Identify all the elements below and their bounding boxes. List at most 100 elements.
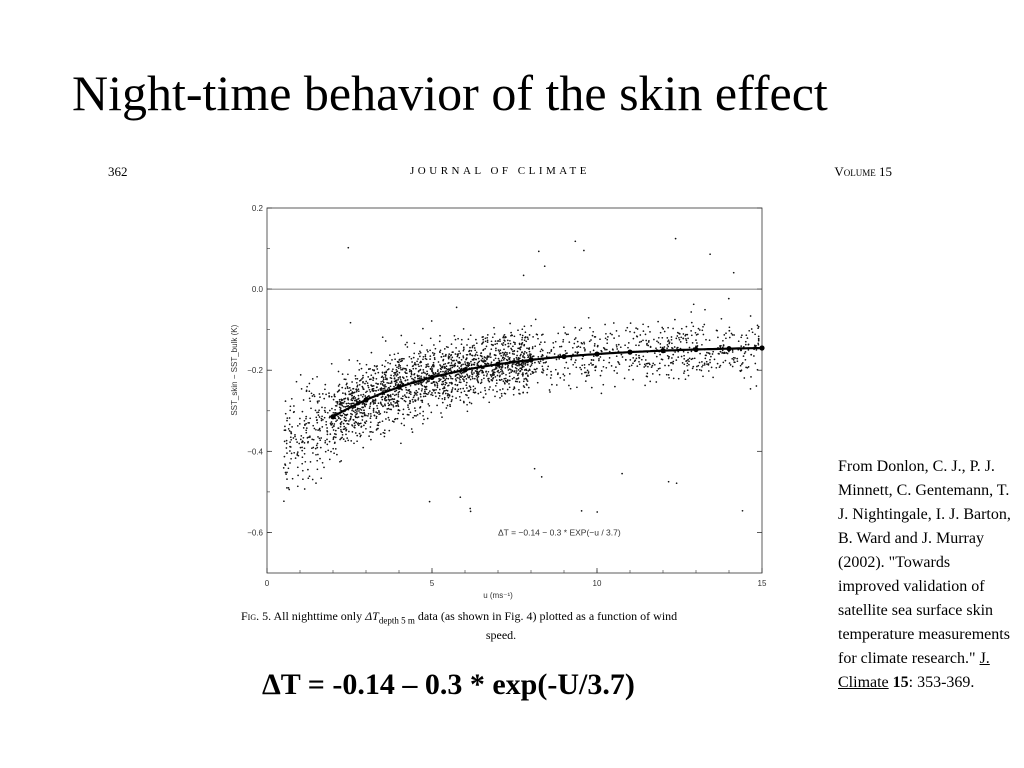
scatter-point xyxy=(484,347,487,350)
scatter-point xyxy=(332,398,335,401)
scatter-point xyxy=(495,366,497,369)
scatter-point xyxy=(508,379,511,382)
scatter-point xyxy=(731,351,734,353)
scatter-point xyxy=(510,371,513,373)
scatter-point xyxy=(394,358,396,361)
scatter-point xyxy=(756,324,759,327)
scatter-point xyxy=(319,446,322,449)
scatter-point xyxy=(335,420,337,423)
scatter-point xyxy=(471,346,474,349)
scatter-point xyxy=(437,392,440,394)
scatter-point xyxy=(310,407,312,410)
scatter-point xyxy=(647,325,650,328)
scatter-point xyxy=(356,384,359,387)
scatter-point xyxy=(471,373,473,375)
scatter-point xyxy=(486,336,489,339)
scatter-point xyxy=(393,418,396,421)
scatter-point xyxy=(406,391,408,394)
scatter-point xyxy=(522,391,525,394)
journal-header: 362 JOURNAL OF CLIMATE Volume 15 xyxy=(108,164,892,184)
scatter-point xyxy=(471,377,474,380)
scatter-point xyxy=(671,347,674,350)
scatter-point xyxy=(571,346,574,349)
scatter-point xyxy=(341,386,344,389)
scatter-point xyxy=(422,358,424,361)
scatter-point xyxy=(413,391,416,394)
scatter-point xyxy=(392,368,394,371)
scatter-point xyxy=(656,340,658,343)
scatter-point xyxy=(501,373,503,375)
scatter-point xyxy=(365,427,367,430)
scatter-point xyxy=(390,403,393,406)
scatter-point xyxy=(347,387,349,390)
scatter-point xyxy=(570,358,573,361)
scatter-point xyxy=(523,339,526,342)
scatter-point xyxy=(306,437,309,439)
scatter-point xyxy=(352,397,355,400)
scatter-point xyxy=(393,385,395,388)
scatter-point xyxy=(466,353,469,356)
scatter-point xyxy=(487,370,490,373)
scatter-point xyxy=(502,372,505,375)
scatter-point xyxy=(408,370,411,373)
scatter-point xyxy=(302,399,305,401)
scatter-point xyxy=(324,441,327,444)
scatter-point xyxy=(382,387,385,390)
scatter-point xyxy=(441,401,444,404)
scatter-point xyxy=(343,397,345,400)
scatter-point xyxy=(363,413,366,415)
scatter-point xyxy=(325,423,328,426)
scatter-point xyxy=(303,442,306,444)
scatter-point xyxy=(307,468,309,471)
scatter-point xyxy=(694,331,697,334)
scatter-point xyxy=(540,476,543,478)
scatter-point xyxy=(468,362,471,365)
scatter-point xyxy=(359,422,362,425)
scatter-point xyxy=(456,365,459,368)
scatter-point xyxy=(419,355,421,358)
fit-curve xyxy=(332,346,763,418)
scatter-point xyxy=(696,342,698,344)
scatter-point xyxy=(446,394,449,397)
scatter-point xyxy=(289,441,291,443)
scatter-point xyxy=(343,416,346,419)
scatter-point xyxy=(684,378,687,381)
scatter-point xyxy=(356,407,359,410)
scatter-point xyxy=(472,389,475,391)
scatter-point xyxy=(305,427,308,429)
scatter-point xyxy=(368,378,371,381)
scatter-point xyxy=(328,416,331,419)
scatter-point xyxy=(383,385,386,387)
scatter-point xyxy=(345,414,348,416)
scatter-point xyxy=(339,422,342,425)
scatter-point xyxy=(338,383,341,386)
scatter-point xyxy=(649,331,651,333)
scatter-point xyxy=(442,375,444,378)
scatter-point xyxy=(723,334,726,336)
scatter-point xyxy=(592,330,595,333)
scatter-point xyxy=(638,363,641,366)
scatter-point xyxy=(410,370,413,373)
scatter-point xyxy=(636,335,639,338)
scatter-point xyxy=(342,412,345,415)
scatter-point xyxy=(692,303,695,306)
scatter-point xyxy=(471,375,474,378)
y-axis-label: SST_skin − SST_bulk (K) xyxy=(230,324,239,415)
scatter-point xyxy=(550,350,553,352)
citation-journal-link[interactable]: J. Climate xyxy=(838,650,990,691)
scatter-point xyxy=(390,380,393,383)
scatter-point xyxy=(494,343,497,346)
scatter-point xyxy=(602,347,605,349)
scatter-point xyxy=(358,383,361,386)
scatter-point xyxy=(618,335,620,337)
scatter-point xyxy=(379,433,382,435)
scatter-point xyxy=(351,397,353,400)
scatter-point xyxy=(362,376,364,379)
scatter-point xyxy=(332,447,335,450)
scatter-point xyxy=(368,407,371,409)
scatter-point xyxy=(384,359,387,362)
scatter-point xyxy=(608,350,611,353)
scatter-point xyxy=(415,415,417,417)
scatter-point xyxy=(339,460,341,463)
scatter-point xyxy=(431,394,434,397)
